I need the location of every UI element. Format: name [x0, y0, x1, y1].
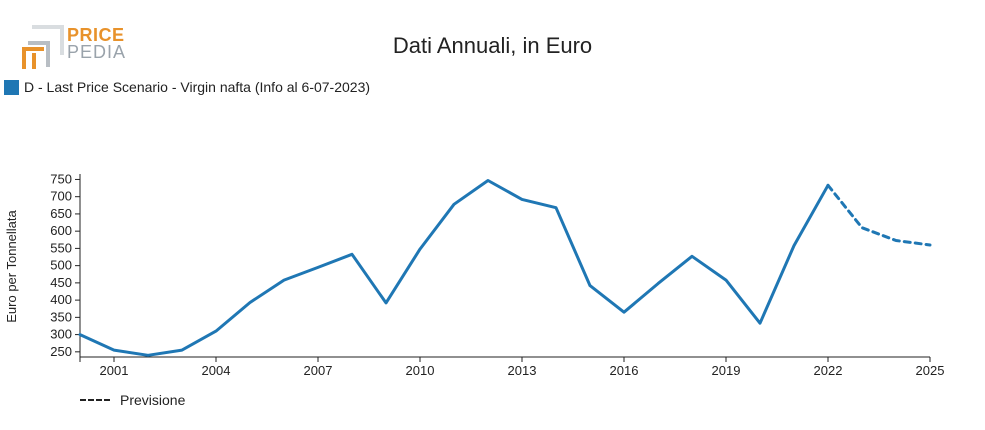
y-tick-label: 250: [50, 344, 72, 359]
x-tick-label: 2025: [916, 363, 945, 378]
y-tick-label: 300: [50, 327, 72, 342]
series-line: [78, 179, 830, 357]
x-tick-label: 2019: [712, 363, 741, 378]
legend-series[interactable]: D - Last Price Scenario - Virgin nafta (…: [4, 79, 370, 95]
y-tick-label: 550: [50, 240, 72, 255]
x-tick-label: 2013: [508, 363, 537, 378]
y-tick-label: 400: [50, 292, 72, 307]
logo-text-price: PRICE: [67, 25, 125, 45]
x-tick-label: 2022: [814, 363, 843, 378]
legend-forecast[interactable]: Previsione: [80, 392, 185, 408]
logo-text-pedia: PEDIA: [67, 42, 127, 62]
legend-series-label: D - Last Price Scenario - Virgin nafta (…: [24, 79, 371, 95]
y-tick-label: 700: [50, 189, 72, 204]
y-tick-label: 750: [50, 171, 72, 186]
y-tick-label: 450: [50, 275, 72, 290]
forecast-line: [826, 183, 932, 247]
y-tick-label: 600: [50, 223, 72, 238]
chart-title: Dati Annuali, in Euro: [392, 33, 593, 58]
y-tick-label: 650: [50, 206, 72, 221]
y-tick-label: 500: [50, 258, 72, 273]
x-tick-label: 2007: [304, 363, 333, 378]
pricepedia-logo: [22, 25, 64, 69]
y-axis-title: Euro per Tonnellata: [4, 209, 19, 322]
x-tick-label: 2001: [100, 363, 129, 378]
legend-swatch: [4, 79, 19, 95]
x-tick-label: 2004: [202, 363, 231, 378]
legend-dash-line: [80, 399, 110, 401]
legend-forecast-label: Previsione: [120, 392, 186, 408]
x-tick-label: 2010: [406, 363, 435, 378]
y-tick-label: 350: [50, 309, 72, 324]
x-tick-label: 2016: [610, 363, 639, 378]
